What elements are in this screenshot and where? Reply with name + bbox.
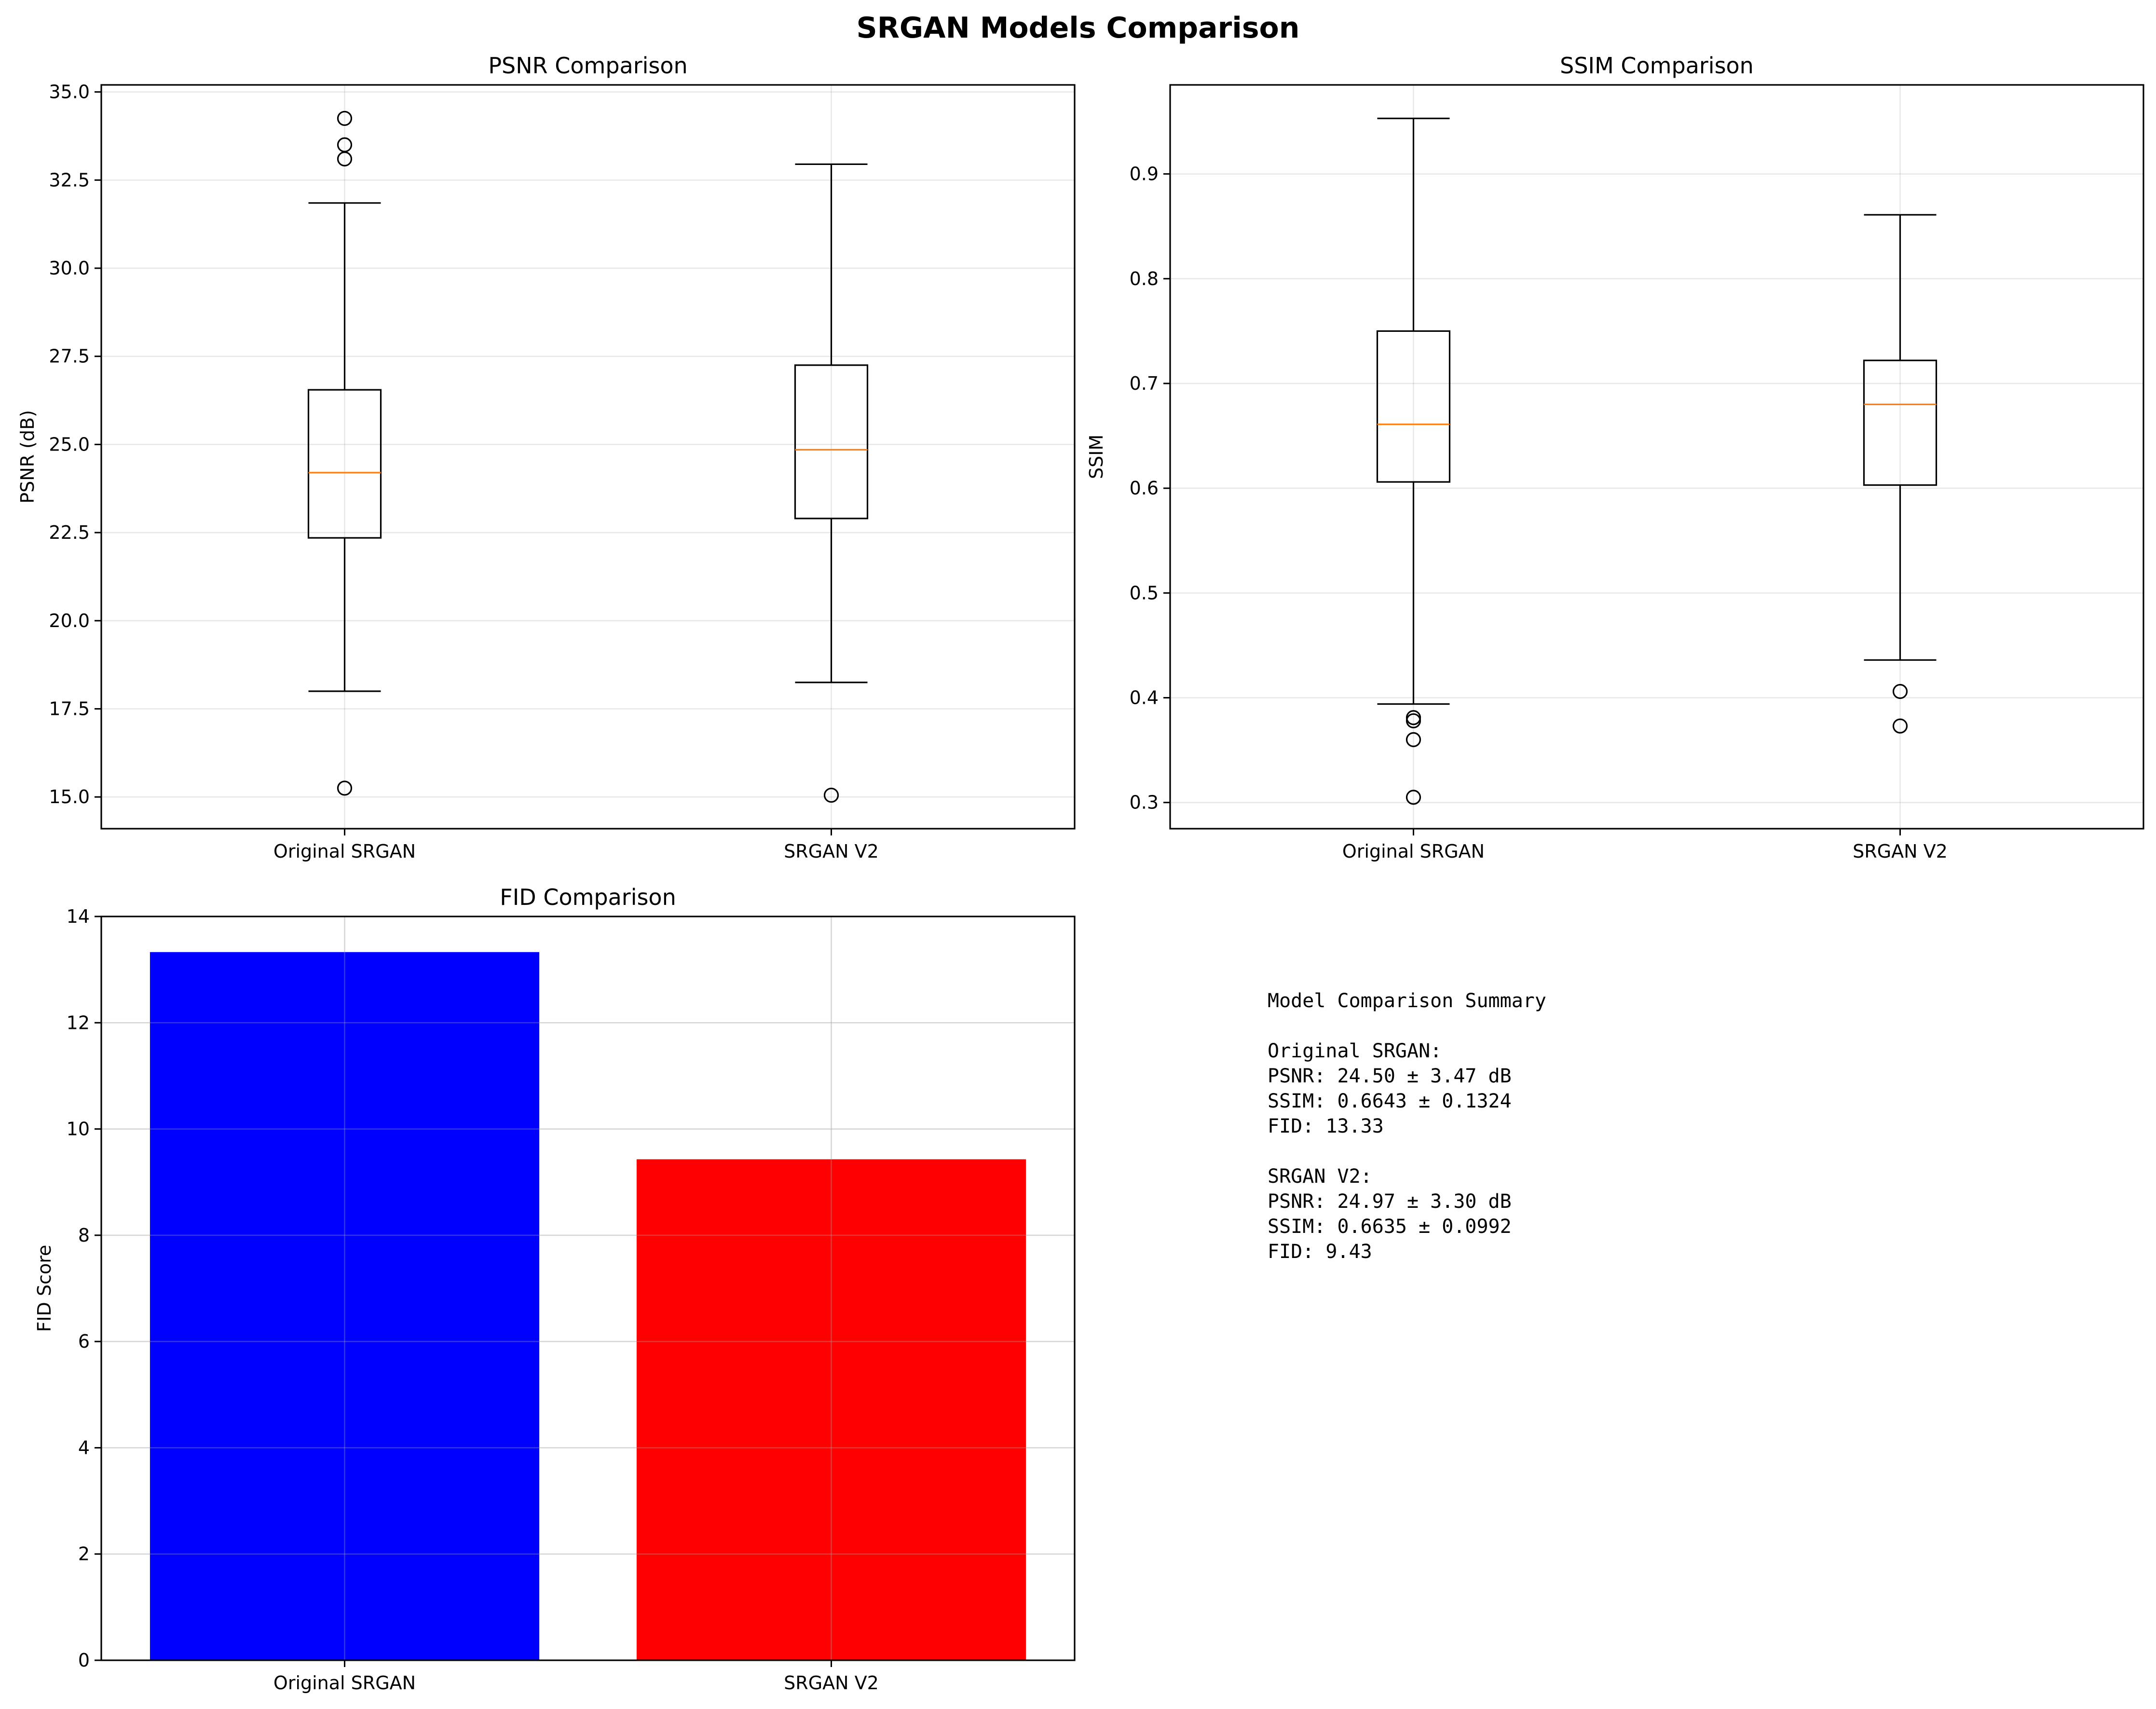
y-tick-label: 14 — [67, 906, 90, 927]
box-original-srgan — [307, 110, 382, 796]
axes-title: FID Comparison — [500, 884, 676, 910]
box-srgan-v2 — [1863, 214, 1938, 734]
y-tick-label: 0.4 — [1130, 687, 1159, 709]
outlier-point — [1405, 790, 1421, 805]
y-tick-label: 4 — [78, 1437, 90, 1458]
x-tick-label: SRGAN V2 — [784, 841, 879, 862]
y-tick-label: 0.9 — [1130, 164, 1159, 185]
x-tick-label: Original SRGAN — [273, 841, 416, 862]
y-tick-label: 2 — [78, 1544, 90, 1565]
y-tick-label: 30.0 — [49, 258, 90, 279]
y-tick-label: 17.5 — [49, 698, 90, 720]
box-original-srgan — [1376, 117, 1451, 805]
y-tick-label: 0.5 — [1130, 582, 1159, 603]
ssim-box-plot: 0.3 0.4 0.5 0.6 0.7 0.8 0.9 Original SRGAN SRGAN… — [1086, 53, 2144, 862]
x-tick-label: SRGAN V2 — [784, 1672, 879, 1694]
summary-line: SSIM: 0.6643 ± 0.1324 — [1268, 1090, 1512, 1112]
iqr-box — [1863, 359, 1938, 486]
outlier-point — [337, 110, 353, 126]
outlier-point — [337, 780, 353, 796]
y-tick-label: 27.5 — [49, 346, 90, 367]
y-tick-label: 12 — [67, 1012, 90, 1033]
y-tick-label: 35.0 — [49, 82, 90, 103]
y-tick-label: 20.0 — [49, 610, 90, 631]
psnr-box-plot: 15.0 17.5 20.0 22.5 25.0 27.5 30.0 32.5 35.0 Orig… — [17, 53, 1076, 862]
summary-line: Model Comparison Summary — [1268, 990, 1546, 1012]
summary-line: FID: 13.33 — [1268, 1115, 1384, 1137]
figure-title: SRGAN Models Comparison — [857, 11, 1300, 45]
iqr-box — [307, 389, 382, 539]
y-tick-label: 0.7 — [1130, 373, 1159, 394]
y-axis-label: SSIM — [1086, 435, 1107, 479]
outlier-point — [337, 137, 353, 152]
bar-original-srgan — [150, 952, 540, 1660]
outlier-point — [1892, 684, 1908, 699]
summary-line: SRGAN V2: — [1268, 1165, 1372, 1188]
y-tick-label: 32.5 — [49, 169, 90, 191]
iqr-box — [794, 364, 869, 520]
y-tick-label: 0.8 — [1130, 268, 1159, 289]
y-axis-label: FID Score — [34, 1245, 55, 1332]
y-tick-label: 25.0 — [49, 434, 90, 455]
outlier-point — [1405, 732, 1421, 747]
axes-title: PSNR Comparison — [488, 53, 687, 79]
outlier-point — [1892, 718, 1908, 734]
axes-frame — [100, 84, 1076, 830]
x-tick-label: Original SRGAN — [273, 1672, 416, 1694]
y-tick-label: 0.3 — [1130, 792, 1159, 813]
summary-line: Original SRGAN: — [1268, 1040, 1442, 1062]
y-tick-label: 0 — [78, 1650, 90, 1671]
axes-title: SSIM Comparison — [1560, 53, 1754, 79]
x-tick-label: Original SRGAN — [1342, 841, 1485, 862]
bar-srgan-v2 — [636, 1159, 1026, 1660]
y-tick-label: 8 — [78, 1225, 90, 1246]
y-tick-label: 22.5 — [49, 522, 90, 543]
axes-frame — [1169, 84, 2144, 830]
y-axis-label: PSNR (dB) — [17, 410, 38, 504]
summary-line: SSIM: 0.6635 ± 0.0992 — [1268, 1216, 1512, 1238]
summary-line: PSNR: 24.50 ± 3.47 dB — [1268, 1065, 1512, 1087]
outlier-point — [823, 787, 839, 803]
y-tick-label: 10 — [67, 1119, 90, 1140]
y-tick-label: 6 — [78, 1331, 90, 1352]
outlier-point — [1405, 710, 1421, 725]
y-tick-label: 0.6 — [1130, 478, 1159, 499]
summary-line: FID: 9.43 — [1268, 1241, 1372, 1263]
fid-bar-chart: 0 2 4 6 8 10 12 14 Original SRGAN SRGAN V2 FID Com… — [34, 884, 1076, 1694]
iqr-box — [1376, 330, 1451, 483]
summary-line: PSNR: 24.97 ± 3.30 dB — [1268, 1190, 1512, 1213]
x-tick-label: SRGAN V2 — [1853, 841, 1948, 862]
y-tick-label: 15.0 — [49, 786, 90, 807]
box-srgan-v2 — [794, 163, 869, 803]
axes-frame — [100, 916, 1076, 1661]
